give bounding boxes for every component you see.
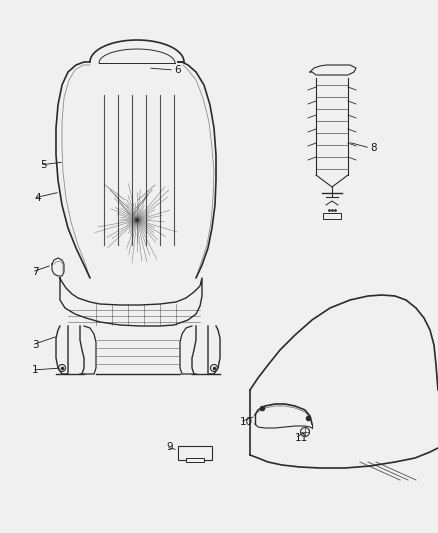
Text: 11: 11: [295, 433, 308, 443]
Text: 8: 8: [370, 143, 377, 153]
Bar: [178, 446, 212, 460]
Text: 4: 4: [34, 193, 41, 203]
Text: 7: 7: [32, 267, 39, 277]
Bar: [323, 213, 341, 219]
Text: 3: 3: [32, 340, 39, 350]
Text: 5: 5: [40, 160, 46, 170]
Text: 10: 10: [240, 417, 253, 427]
Bar: [186, 458, 204, 462]
Text: 1: 1: [32, 365, 39, 375]
Text: 9: 9: [166, 442, 173, 452]
Text: 6: 6: [174, 65, 180, 75]
